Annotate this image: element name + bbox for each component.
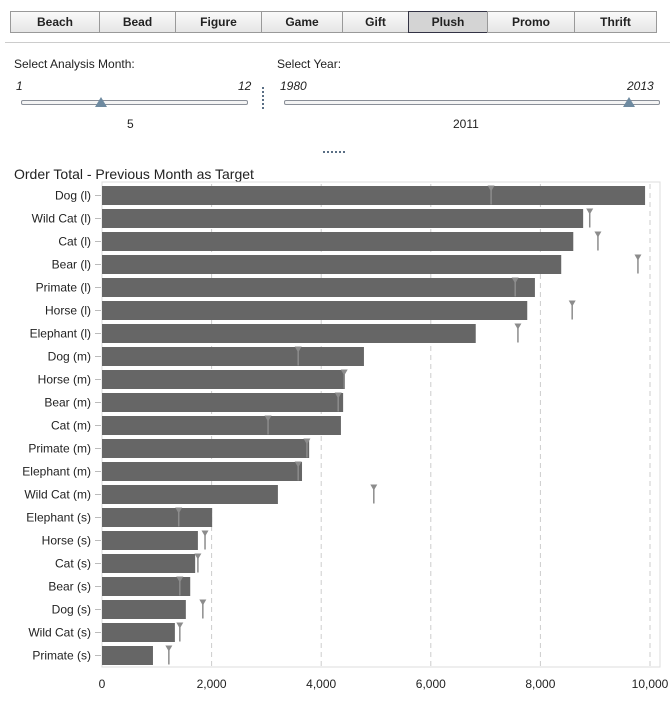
bar (102, 370, 345, 389)
category-label: Elephant (s) (26, 511, 91, 525)
tab-bead[interactable]: Bead (99, 11, 176, 33)
month-slider-value: 5 (127, 117, 134, 131)
panel-resize-handle[interactable] (262, 87, 264, 109)
category-label: Cat (m) (51, 419, 91, 433)
category-label: Horse (m) (38, 373, 91, 387)
month-slider-label: Select Analysis Month: (14, 57, 135, 71)
target-marker-head (370, 484, 378, 491)
category-label: Wild Cat (s) (28, 626, 91, 640)
bar (102, 646, 153, 665)
target-marker-head (194, 553, 202, 560)
category-label: Elephant (m) (22, 465, 91, 479)
tab-plush[interactable]: Plush (408, 11, 488, 33)
year-slider-value: 2011 (453, 117, 479, 131)
bar (102, 255, 562, 274)
category-label: Primate (m) (28, 442, 91, 456)
month-slider-thumb[interactable] (95, 97, 107, 107)
target-marker-head (586, 208, 594, 215)
tab-thrift[interactable]: Thrift (574, 11, 657, 33)
bar (102, 554, 196, 573)
target-marker-head (634, 254, 642, 261)
bar (102, 324, 476, 343)
tab-game[interactable]: Game (261, 11, 343, 33)
panel-resize-handle-horizontal[interactable] (323, 151, 345, 153)
bar (102, 531, 198, 550)
category-label: Bear (s) (48, 580, 91, 594)
divider (5, 42, 670, 43)
bar (102, 485, 278, 504)
bar (102, 278, 535, 297)
tab-figure[interactable]: Figure (175, 11, 262, 33)
tab-beach[interactable]: Beach (10, 11, 100, 33)
category-label: Dog (l) (55, 189, 91, 203)
target-marker-head (201, 530, 209, 537)
bar (102, 301, 528, 320)
target-marker-head (340, 369, 348, 376)
bar (102, 508, 213, 527)
bar (102, 209, 584, 228)
bar (102, 623, 175, 642)
category-label: Elephant (l) (30, 327, 91, 341)
tab-gift[interactable]: Gift (342, 11, 409, 33)
category-label: Wild Cat (m) (24, 488, 91, 502)
month-slider-track[interactable] (21, 100, 248, 105)
x-tick-label: 6,000 (416, 677, 446, 691)
bar (102, 600, 186, 619)
category-label: Horse (s) (42, 534, 91, 548)
bar (102, 393, 344, 412)
bar (102, 439, 310, 458)
target-marker-head (514, 323, 522, 330)
category-label: Primate (l) (36, 281, 91, 295)
year-slider-max: 2013 (627, 79, 654, 93)
category-tabs: Beach Bead Figure Game Gift Plush Promo Thrift (10, 11, 664, 35)
bar (102, 577, 191, 596)
year-slider-thumb[interactable] (623, 97, 635, 107)
target-marker-head (594, 231, 602, 238)
bar (102, 416, 341, 435)
target-marker-head (175, 507, 183, 514)
category-label: Cat (s) (55, 557, 91, 571)
target-marker-head (264, 415, 272, 422)
category-label: Cat (l) (58, 235, 91, 249)
year-slider-label: Select Year: (277, 57, 342, 71)
category-label: Bear (m) (44, 396, 91, 410)
bar (102, 186, 646, 205)
target-marker-head (199, 599, 207, 606)
x-tick-label: 0 (99, 677, 106, 691)
month-slider-min: 1 (16, 79, 23, 93)
category-label: Wild Cat (l) (32, 212, 91, 226)
x-tick-label: 2,000 (197, 677, 227, 691)
target-marker-head (176, 576, 184, 583)
year-slider-track[interactable] (284, 100, 660, 105)
x-tick-label: 8,000 (525, 677, 555, 691)
target-marker-head (176, 622, 184, 629)
target-marker-head (294, 461, 302, 468)
x-tick-label: 10,000 (632, 677, 669, 691)
bar (102, 347, 364, 366)
target-marker-head (511, 277, 519, 284)
category-label: Primate (s) (32, 649, 91, 663)
category-label: Dog (m) (48, 350, 91, 364)
year-slider-min: 1980 (280, 79, 307, 93)
month-slider-max: 12 (238, 79, 252, 93)
category-label: Dog (s) (52, 603, 91, 617)
target-marker-head (334, 392, 342, 399)
target-marker-head (568, 300, 576, 307)
chart-title: Order Total - Previous Month as Target (14, 166, 254, 182)
x-tick-label: 4,000 (306, 677, 336, 691)
category-label: Horse (l) (45, 304, 91, 318)
bar (102, 462, 303, 481)
target-marker-head (303, 438, 311, 445)
target-marker-head (294, 346, 302, 353)
target-marker-head (165, 645, 173, 652)
bar (102, 232, 574, 251)
target-marker-head (487, 185, 495, 192)
category-label: Bear (l) (52, 258, 91, 272)
